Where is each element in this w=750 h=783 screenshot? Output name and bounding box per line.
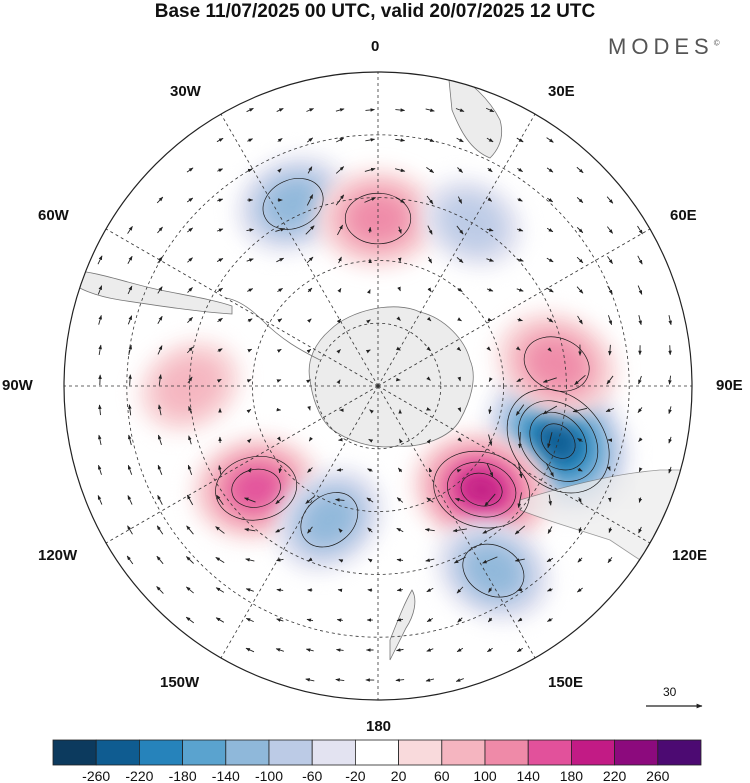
colorbar-swatch <box>441 739 486 766</box>
colorbar-swatch <box>268 739 313 766</box>
new-zealand-outline <box>389 589 416 661</box>
lon-label-30w: 30W <box>170 83 201 100</box>
anomaly-field <box>64 72 692 700</box>
africa-outline <box>447 72 503 159</box>
colorbar-tick-label: -20 <box>345 768 365 783</box>
landmasses <box>69 72 692 661</box>
colorbar-swatch <box>484 739 529 766</box>
lon-label-120e: 120E <box>672 547 708 564</box>
colorbar-swatch <box>614 739 659 766</box>
colorbar-swatch <box>571 739 616 766</box>
colorbar: -260 -220 -180 -140 -100 -60 -20 20 60 100 140 180 2… <box>52 739 702 783</box>
colorbar-tick-label: 100 <box>473 768 497 783</box>
colorbar-swatch <box>225 739 270 766</box>
lon-label-150e: 150E <box>548 674 584 691</box>
colorbar-swatch <box>311 739 356 766</box>
wind-vectors <box>97 107 672 682</box>
brand-name: MODES <box>608 34 714 59</box>
colorbar-swatch <box>398 739 443 766</box>
lon-label-150w: 150W <box>160 674 200 691</box>
colorbar-tick-label: 260 <box>646 768 670 783</box>
anomaly-negative-4 <box>274 467 384 573</box>
colorbar-tick-label: 20 <box>391 768 407 783</box>
colorbar-swatch <box>657 739 702 766</box>
graticule <box>64 72 692 700</box>
antarctica-outline <box>308 306 474 448</box>
lon-label-120w: 120W <box>38 547 78 564</box>
colorbar-tick-label: -100 <box>255 768 283 783</box>
colorbar-tick-label: -180 <box>169 768 197 783</box>
anomaly-negative-2 <box>435 519 552 622</box>
colorbar-tick-label: -260 <box>82 768 110 783</box>
page-title: Base 11/07/2025 00 UTC, valid 20/07/2025… <box>154 1 596 22</box>
lon-label-0: 0 <box>371 38 380 55</box>
brand-logo: MODES© <box>608 34 720 60</box>
lon-label-90e: 90E <box>716 377 743 394</box>
lon-label-60e: 60E <box>670 207 697 224</box>
colorbar-swatch <box>138 739 183 766</box>
colorbar-swatch <box>95 739 140 766</box>
colorbar-swatch <box>527 739 572 766</box>
map-border <box>63 71 693 701</box>
south-america-outline <box>69 269 233 315</box>
lon-label-30e: 30E <box>548 83 575 100</box>
colorbar-swatch <box>52 739 97 766</box>
colorbar-tick-label: 220 <box>603 768 627 783</box>
colorbar-swatch <box>182 739 227 766</box>
colorbar-tick-label: 60 <box>434 768 450 783</box>
antarctic-peninsula-outline <box>225 297 321 361</box>
lon-label-60w: 60W <box>38 207 69 224</box>
reference-vector-label: 30 <box>663 685 677 699</box>
copyright-mark: © <box>713 38 720 48</box>
colorbar-swatch <box>354 739 399 766</box>
anomaly-positive-2 <box>494 311 619 417</box>
colorbar-tick-label: 140 <box>517 768 541 783</box>
colorbar-tick-label: 180 <box>560 768 584 783</box>
colorbar-tick-label: -140 <box>212 768 240 783</box>
lon-label-90w: 90W <box>2 377 33 394</box>
colorbar-tick-label: -60 <box>302 768 322 783</box>
lon-label-180: 180 <box>366 718 392 735</box>
colorbar-tick-label: -220 <box>125 768 153 783</box>
